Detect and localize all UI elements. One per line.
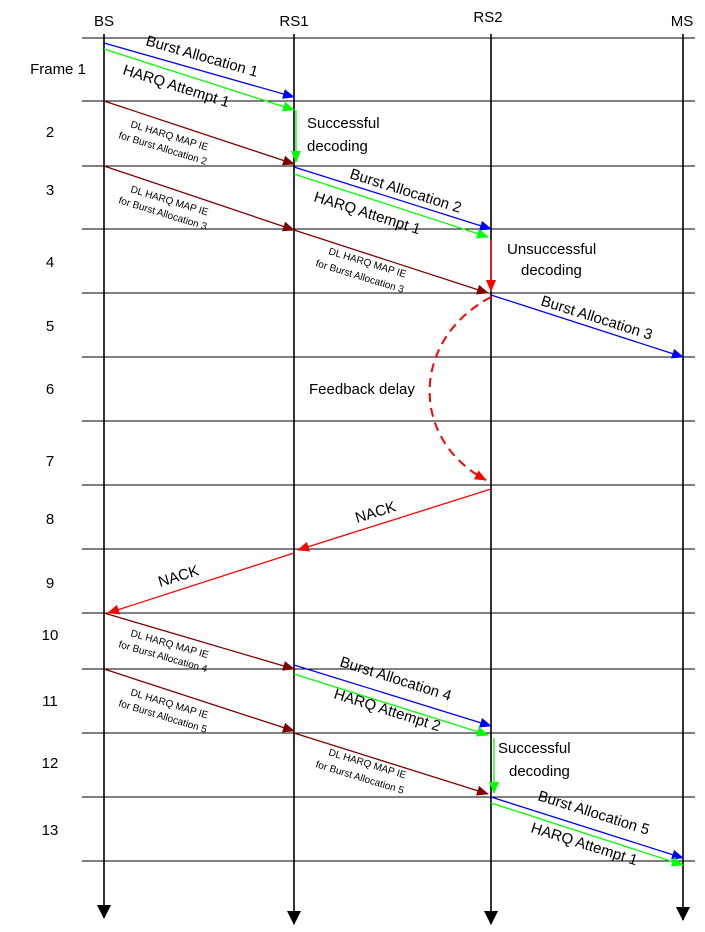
note-decoding: decoding (521, 262, 582, 279)
frame-label: 6 (46, 381, 54, 398)
frame-label: 11 (42, 693, 58, 710)
arrow-map-ie-burst-4 (103, 612, 295, 671)
node-label-bs: BS (94, 13, 114, 30)
arrow-map-ie-burst-3b (293, 229, 489, 295)
lifelines (97, 34, 690, 925)
arrow-harq-attempt-2 (293, 673, 489, 737)
note-successful: Successful (307, 115, 380, 132)
note-successful: Successful (498, 740, 571, 757)
frame-label: Frame 1 (30, 61, 86, 78)
label-nack: NACK (156, 562, 201, 590)
arrow-map-ie-burst-5b (293, 732, 489, 796)
arrow-burst-allocation-2 (293, 166, 492, 231)
arrow-burst-allocation-4 (293, 664, 492, 728)
arrow-nack-rs1-bs (107, 552, 295, 615)
frame-label: 12 (42, 755, 59, 772)
note-decoding: decoding (509, 763, 570, 780)
frame-label: 8 (46, 511, 54, 528)
label-nack: NACK (353, 498, 398, 526)
note-feedback-delay: Feedback delay (309, 381, 415, 398)
frame-label: 10 (42, 627, 59, 644)
frame-label: 13 (42, 822, 59, 839)
frame-separators (82, 37, 695, 862)
frame-label: 9 (46, 575, 54, 592)
feedback-delay-curve (428, 296, 492, 481)
frame-label: 5 (46, 318, 54, 335)
arrow-harq-attempt-1-c (490, 802, 684, 867)
arrow-map-ie-burst-5a (103, 668, 295, 733)
arrow-burst-allocation-5 (490, 796, 684, 860)
frame-label: 7 (46, 453, 54, 470)
arrow-burst-allocation-3 (490, 294, 684, 359)
node-label-ms: MS (671, 13, 694, 30)
node-label-rs1: RS1 (279, 13, 308, 30)
arrow-map-ie-burst-2 (103, 100, 295, 166)
frame-label: 3 (46, 182, 54, 199)
label-burst-allocation-3: Burst Allocation 3 (539, 293, 655, 344)
arrow-nack-rs2-rs1 (297, 488, 492, 552)
arrow-harq-attempt-1-b (293, 173, 489, 239)
arrow-map-ie-burst-3a (103, 165, 295, 232)
frame-label: 4 (46, 254, 54, 271)
arrow-burst-allocation-1 (103, 42, 295, 99)
arrow-harq-attempt-1 (103, 48, 295, 112)
note-decoding: decoding (307, 138, 368, 155)
frame-label: 2 (46, 124, 54, 141)
note-unsuccessful: Unsuccessful (507, 241, 596, 258)
node-label-rs2: RS2 (473, 9, 502, 26)
